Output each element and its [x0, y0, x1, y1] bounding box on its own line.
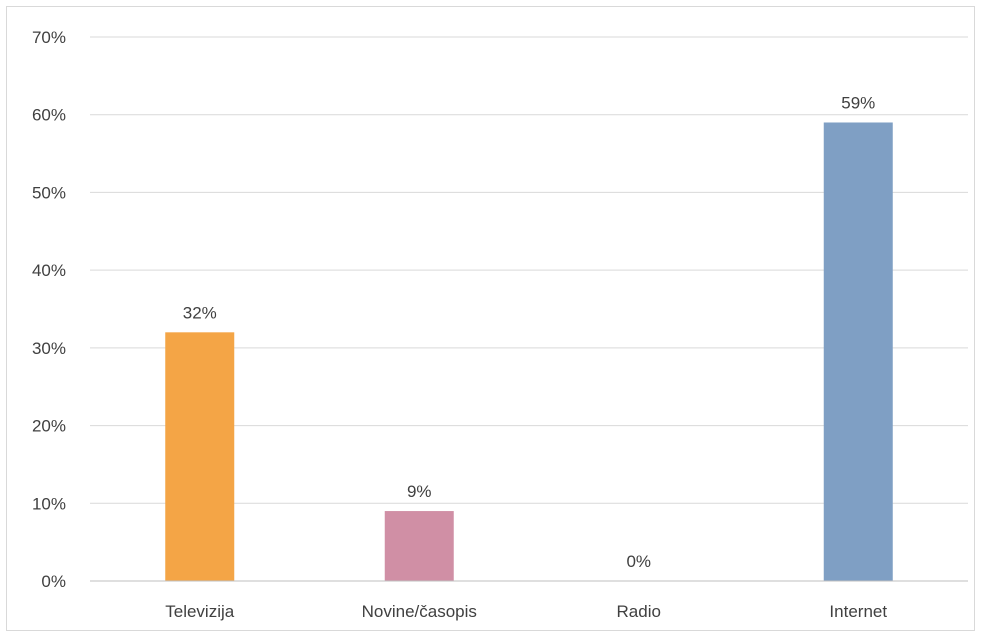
y-tick-label: 40%	[32, 261, 66, 280]
y-tick-label: 20%	[32, 417, 66, 436]
y-tick-label: 10%	[32, 494, 66, 513]
bar-televizija	[165, 332, 235, 581]
category-label: Radio	[617, 602, 661, 621]
data-label: 59%	[841, 93, 875, 112]
y-tick-label: 0%	[41, 572, 66, 591]
y-tick-label: 60%	[32, 106, 66, 125]
bar-novine-asopis	[384, 511, 454, 581]
category-label: Televizija	[165, 602, 235, 621]
data-label: 32%	[183, 303, 217, 322]
data-label: 0%	[626, 552, 651, 571]
y-tick-label: 50%	[32, 183, 66, 202]
bar-internet	[823, 122, 893, 581]
category-label: Novine/časopis	[362, 602, 477, 621]
y-tick-label: 30%	[32, 339, 66, 358]
data-label: 9%	[407, 482, 432, 501]
category-label: Internet	[829, 602, 887, 621]
y-tick-label: 70%	[32, 28, 66, 47]
